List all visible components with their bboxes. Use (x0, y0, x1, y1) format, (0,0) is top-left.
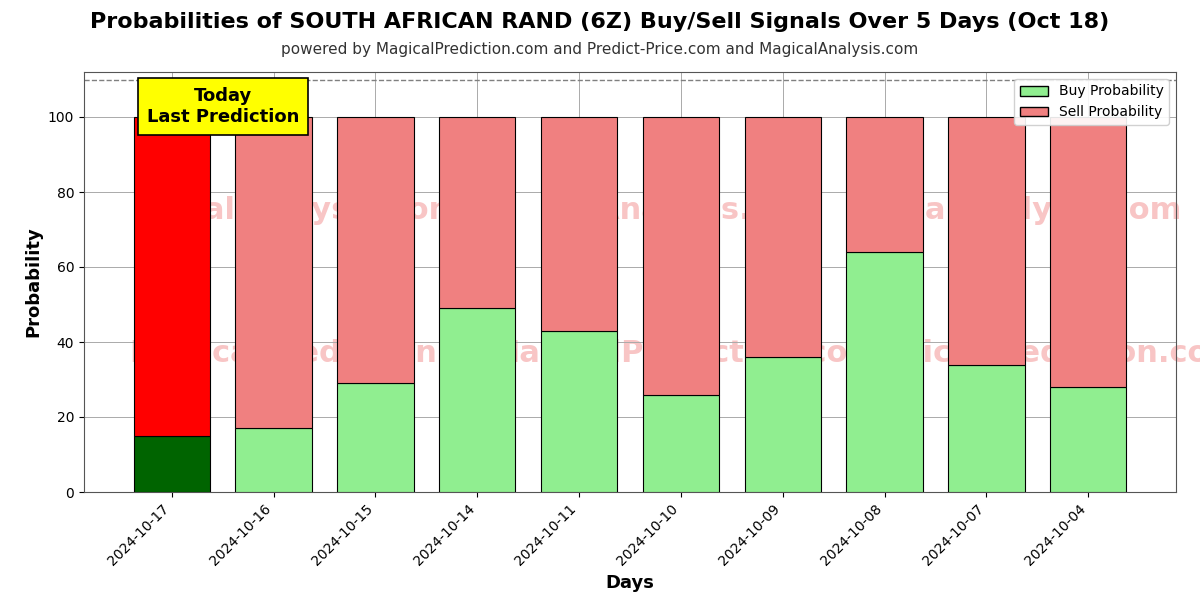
Text: MagicalPrediction.com: MagicalPrediction.com (490, 339, 880, 368)
Text: MagicalPrediction.com: MagicalPrediction.com (130, 339, 520, 368)
Text: calAnalysis.com: calAnalysis.com (187, 196, 462, 225)
Y-axis label: Probability: Probability (24, 227, 42, 337)
Bar (235, 428, 312, 492)
Bar (846, 117, 923, 252)
Bar (133, 117, 210, 436)
Bar (133, 436, 210, 492)
Bar (235, 117, 312, 428)
Bar (541, 331, 617, 492)
Legend: Buy Probability, Sell Probability: Buy Probability, Sell Probability (1014, 79, 1169, 125)
Bar (744, 357, 821, 492)
X-axis label: Days: Days (606, 574, 654, 592)
Bar (948, 117, 1025, 364)
Bar (643, 395, 719, 492)
Bar (337, 117, 414, 383)
Text: calAnalysis.com: calAnalysis.com (547, 196, 822, 225)
Bar (846, 252, 923, 492)
Bar (744, 117, 821, 357)
Text: MagicalPrediction.com: MagicalPrediction.com (850, 339, 1200, 368)
Bar (337, 383, 414, 492)
Text: powered by MagicalPrediction.com and Predict-Price.com and MagicalAnalysis.com: powered by MagicalPrediction.com and Pre… (281, 42, 919, 57)
Text: Today
Last Prediction: Today Last Prediction (146, 87, 299, 126)
Text: calAnalysis.com: calAnalysis.com (907, 196, 1182, 225)
Bar (439, 308, 516, 492)
Bar (541, 117, 617, 331)
Bar (1050, 387, 1127, 492)
Text: Probabilities of SOUTH AFRICAN RAND (6Z) Buy/Sell Signals Over 5 Days (Oct 18): Probabilities of SOUTH AFRICAN RAND (6Z)… (90, 12, 1110, 32)
Bar (439, 117, 516, 308)
Bar (643, 117, 719, 395)
Bar (1050, 117, 1127, 387)
Bar (948, 364, 1025, 492)
